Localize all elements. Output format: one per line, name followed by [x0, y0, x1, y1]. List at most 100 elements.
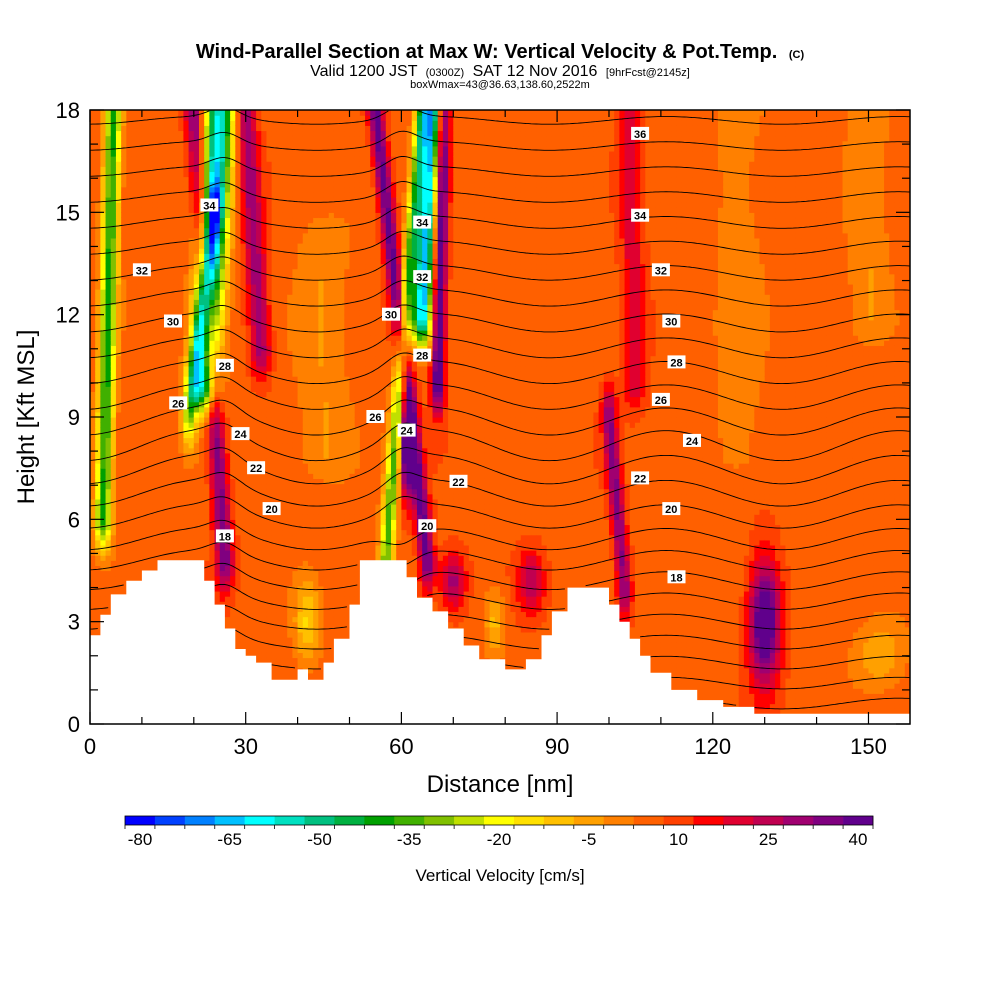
velocity-cell [276, 258, 283, 265]
velocity-cell [256, 386, 262, 393]
velocity-cell [276, 381, 283, 387]
velocity-cell [110, 253, 117, 259]
velocity-cell [162, 278, 169, 285]
velocity-cell [141, 350, 148, 357]
velocity-cell [95, 263, 101, 270]
velocity-cell [297, 289, 304, 295]
velocity-cell [297, 248, 304, 254]
velocity-cell [261, 217, 268, 224]
velocity-cell [157, 263, 164, 270]
velocity-cell [256, 437, 262, 444]
velocity-cell [256, 140, 262, 147]
velocity-cell [276, 478, 283, 485]
velocity-cell [297, 514, 304, 520]
velocity-cell [131, 534, 138, 541]
velocity-cell [230, 217, 236, 224]
velocity-cell [271, 637, 278, 643]
velocity-cell [90, 135, 96, 142]
velocity-cell [240, 340, 247, 346]
velocity-cell [240, 478, 247, 485]
velocity-cell [240, 580, 247, 587]
velocity-cell [147, 135, 153, 142]
velocity-cell [204, 212, 210, 219]
velocity-cell [173, 386, 179, 393]
velocity-cell [276, 585, 283, 592]
velocity-cell [90, 289, 96, 295]
velocity-cell [250, 350, 257, 357]
velocity-cell [136, 258, 143, 265]
velocity-cell [240, 140, 247, 147]
velocity-cell [224, 166, 231, 172]
velocity-cell [224, 283, 231, 290]
velocity-cell [141, 544, 148, 551]
velocity-cell [100, 237, 107, 244]
velocity-cell [193, 217, 200, 224]
velocity-cell [209, 299, 216, 306]
velocity-cell [131, 447, 138, 454]
velocity-cell [126, 376, 133, 382]
velocity-cell [250, 560, 257, 566]
velocity-cell [250, 232, 257, 239]
velocity-cell [276, 365, 283, 372]
velocity-cell [121, 401, 127, 408]
velocity-cell [271, 278, 278, 285]
velocity-cell [152, 355, 159, 362]
velocity-cell [209, 120, 216, 126]
velocity-cell [219, 289, 226, 295]
velocity-cell [188, 452, 195, 459]
velocity-cell [188, 130, 195, 137]
velocity-cell [224, 120, 231, 126]
velocity-cell [90, 590, 96, 597]
velocity-cell [90, 575, 96, 582]
velocity-cell [100, 570, 107, 577]
velocity-cell [105, 166, 112, 172]
velocity-cell [282, 176, 288, 183]
velocity-cell [209, 345, 216, 352]
velocity-cell [152, 539, 159, 546]
velocity-cell [167, 452, 174, 459]
velocity-cell [250, 473, 257, 479]
velocity-cell [95, 161, 101, 167]
velocity-cell [147, 417, 153, 423]
velocity-cell [256, 207, 262, 213]
velocity-cell [219, 135, 226, 142]
velocity-cell [282, 202, 288, 208]
velocity-cell [188, 340, 195, 346]
velocity-cell [224, 335, 231, 341]
velocity-cell [224, 304, 231, 311]
velocity-cell [256, 550, 262, 556]
velocity-cell [209, 314, 216, 321]
velocity-cell [261, 386, 268, 393]
velocity-cell [282, 560, 288, 566]
velocity-cell [292, 186, 299, 193]
velocity-cell [141, 120, 148, 126]
velocity-cell [204, 248, 210, 254]
velocity-cell [183, 437, 190, 444]
velocity-cell [126, 437, 133, 444]
velocity-cell [224, 263, 231, 270]
velocity-cell [173, 120, 179, 126]
velocity-cell [147, 237, 153, 244]
velocity-cell [235, 350, 242, 357]
velocity-cell [266, 243, 273, 249]
velocity-cell [136, 309, 143, 316]
velocity-cell [188, 294, 195, 300]
velocity-cell [115, 555, 122, 561]
velocity-cell [256, 631, 262, 638]
velocity-cell [100, 473, 107, 479]
velocity-cell [245, 503, 252, 510]
velocity-cell [224, 483, 231, 490]
velocity-cell [198, 417, 205, 423]
velocity-cell [141, 340, 148, 346]
velocity-cell [121, 570, 127, 577]
velocity-cell [204, 120, 210, 126]
velocity-cell [266, 212, 273, 219]
velocity-cell [100, 202, 107, 208]
velocity-cell [147, 381, 153, 387]
velocity-cell [95, 120, 101, 126]
velocity-cell [121, 283, 127, 290]
velocity-cell [250, 422, 257, 428]
velocity-cell [297, 437, 304, 444]
velocity-cell [188, 370, 195, 377]
velocity-cell [178, 248, 185, 254]
